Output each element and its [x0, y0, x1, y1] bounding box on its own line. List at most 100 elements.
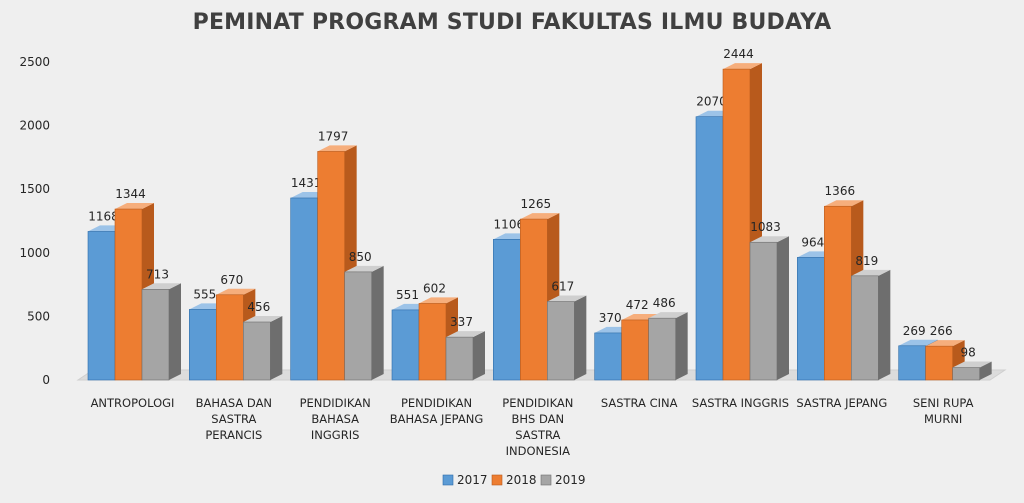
data-label: 1344	[115, 187, 146, 201]
x-tick-label-line: BHS DAN	[512, 412, 565, 426]
y-tick-label: 2000	[19, 119, 50, 133]
bar-front	[290, 197, 318, 381]
legend-item: 2018	[491, 473, 537, 487]
legend-label: 2018	[506, 473, 537, 487]
data-label: 472	[626, 298, 649, 312]
x-tick-label-line: MURNI	[924, 412, 962, 426]
y-tick-label: 2500	[19, 55, 50, 69]
y-tick-label: 0	[42, 373, 50, 387]
data-label: 602	[423, 281, 446, 295]
bar-front	[648, 317, 676, 381]
bar-front	[824, 205, 852, 381]
data-label: 269	[903, 324, 926, 338]
bar-front	[520, 218, 548, 381]
bar-front	[391, 309, 420, 381]
data-label: 1106	[494, 217, 525, 231]
bar-front	[898, 345, 926, 381]
bar-top	[142, 283, 181, 290]
data-label: 713	[146, 267, 169, 281]
bar	[445, 331, 485, 381]
data-label: 2070	[696, 95, 727, 109]
x-tick-label-line: PENDIDIKAN	[401, 396, 472, 410]
bar	[141, 283, 181, 381]
bar-top	[115, 203, 154, 210]
data-label: 617	[551, 280, 574, 294]
x-tick-label-line: BAHASA	[311, 412, 359, 426]
bar-top	[851, 269, 891, 276]
data-label: 98	[961, 346, 976, 360]
bar-front	[695, 116, 724, 381]
bar-side	[675, 312, 688, 380]
x-tick-label-line: SASTRA	[515, 428, 560, 442]
bar	[952, 361, 992, 381]
bar-side	[777, 236, 789, 380]
bar-side	[574, 295, 587, 380]
bar-front	[493, 239, 521, 381]
x-tick-label-line: PENDIDIKAN	[502, 396, 573, 410]
legend-label: 2019	[555, 473, 586, 487]
x-tick-label: PENDIDIKAN BAHASA JEPANG	[390, 396, 484, 426]
bar-front	[749, 241, 778, 381]
bar-top	[419, 297, 458, 304]
x-tick-label-line: PENDIDIKAN	[300, 396, 371, 410]
legend-swatch	[540, 474, 552, 486]
bar-side	[270, 315, 283, 380]
bar-top	[216, 288, 256, 295]
y-tick-label: 1000	[19, 246, 50, 260]
bar-front	[797, 257, 825, 381]
data-label: 266	[930, 324, 953, 338]
x-tick-label-line: INGGRIS	[311, 428, 360, 442]
x-tick-label: SASTRA JEPANG	[796, 396, 887, 410]
x-tick-label: SASTRA INGGRIS	[692, 396, 789, 410]
data-label: 456	[247, 300, 270, 314]
bar-front	[243, 321, 271, 381]
bar-top	[750, 236, 789, 243]
data-label: 964	[801, 235, 824, 249]
bar	[547, 295, 587, 381]
x-tick-label-line: BAHASA DAN	[196, 396, 272, 410]
bar-top	[317, 145, 357, 152]
x-tick-label-line: INDONESIA	[506, 444, 570, 458]
bar-front	[344, 271, 372, 381]
bar-front	[722, 68, 751, 381]
bar	[648, 312, 688, 381]
bar-front	[594, 332, 622, 381]
y-tick-label: 1500	[19, 182, 50, 196]
bar-top	[898, 339, 938, 346]
legend-swatch	[491, 474, 503, 486]
x-tick-label-line: PERANCIS	[205, 428, 262, 442]
bar-front	[317, 151, 345, 381]
x-tick-label: SENI RUPA MURNI	[913, 396, 974, 426]
y-tick-label: 500	[27, 309, 50, 323]
bar-top	[344, 265, 384, 272]
x-tick-label: PENDIDIKAN BHS DAN SASTRA INDONESIA	[502, 396, 573, 458]
legend-item: 2019	[540, 473, 586, 487]
data-label: 1431	[291, 176, 322, 190]
data-label: 486	[653, 296, 676, 310]
data-label: 2444	[723, 47, 754, 61]
bar	[851, 269, 891, 381]
x-tick-label: BAHASA DAN SASTRA PERANCIS	[196, 396, 272, 442]
legend-label: 2017	[457, 473, 488, 487]
bar-top	[547, 295, 587, 302]
bar-front	[621, 319, 649, 381]
bar	[317, 145, 357, 381]
bar-front	[547, 301, 575, 381]
bar	[749, 236, 789, 381]
x-tick-label: SASTRA CINA	[601, 396, 678, 410]
data-label: 1168	[88, 209, 119, 223]
bar	[243, 315, 283, 381]
x-tick-label-line: SENI RUPA	[913, 396, 974, 410]
data-label: 670	[220, 273, 243, 287]
bar-front	[418, 303, 447, 381]
bar-side	[169, 283, 181, 380]
bar-top	[925, 340, 965, 347]
x-tick-label-line: SASTRA JEPANG	[796, 396, 887, 410]
bar-top	[648, 312, 688, 319]
bar-top	[446, 331, 485, 338]
x-tick-label-line: ANTROPOLOGI	[91, 396, 175, 410]
data-label: 850	[349, 250, 372, 264]
bar-front	[851, 275, 879, 381]
data-label: 1797	[318, 129, 349, 143]
